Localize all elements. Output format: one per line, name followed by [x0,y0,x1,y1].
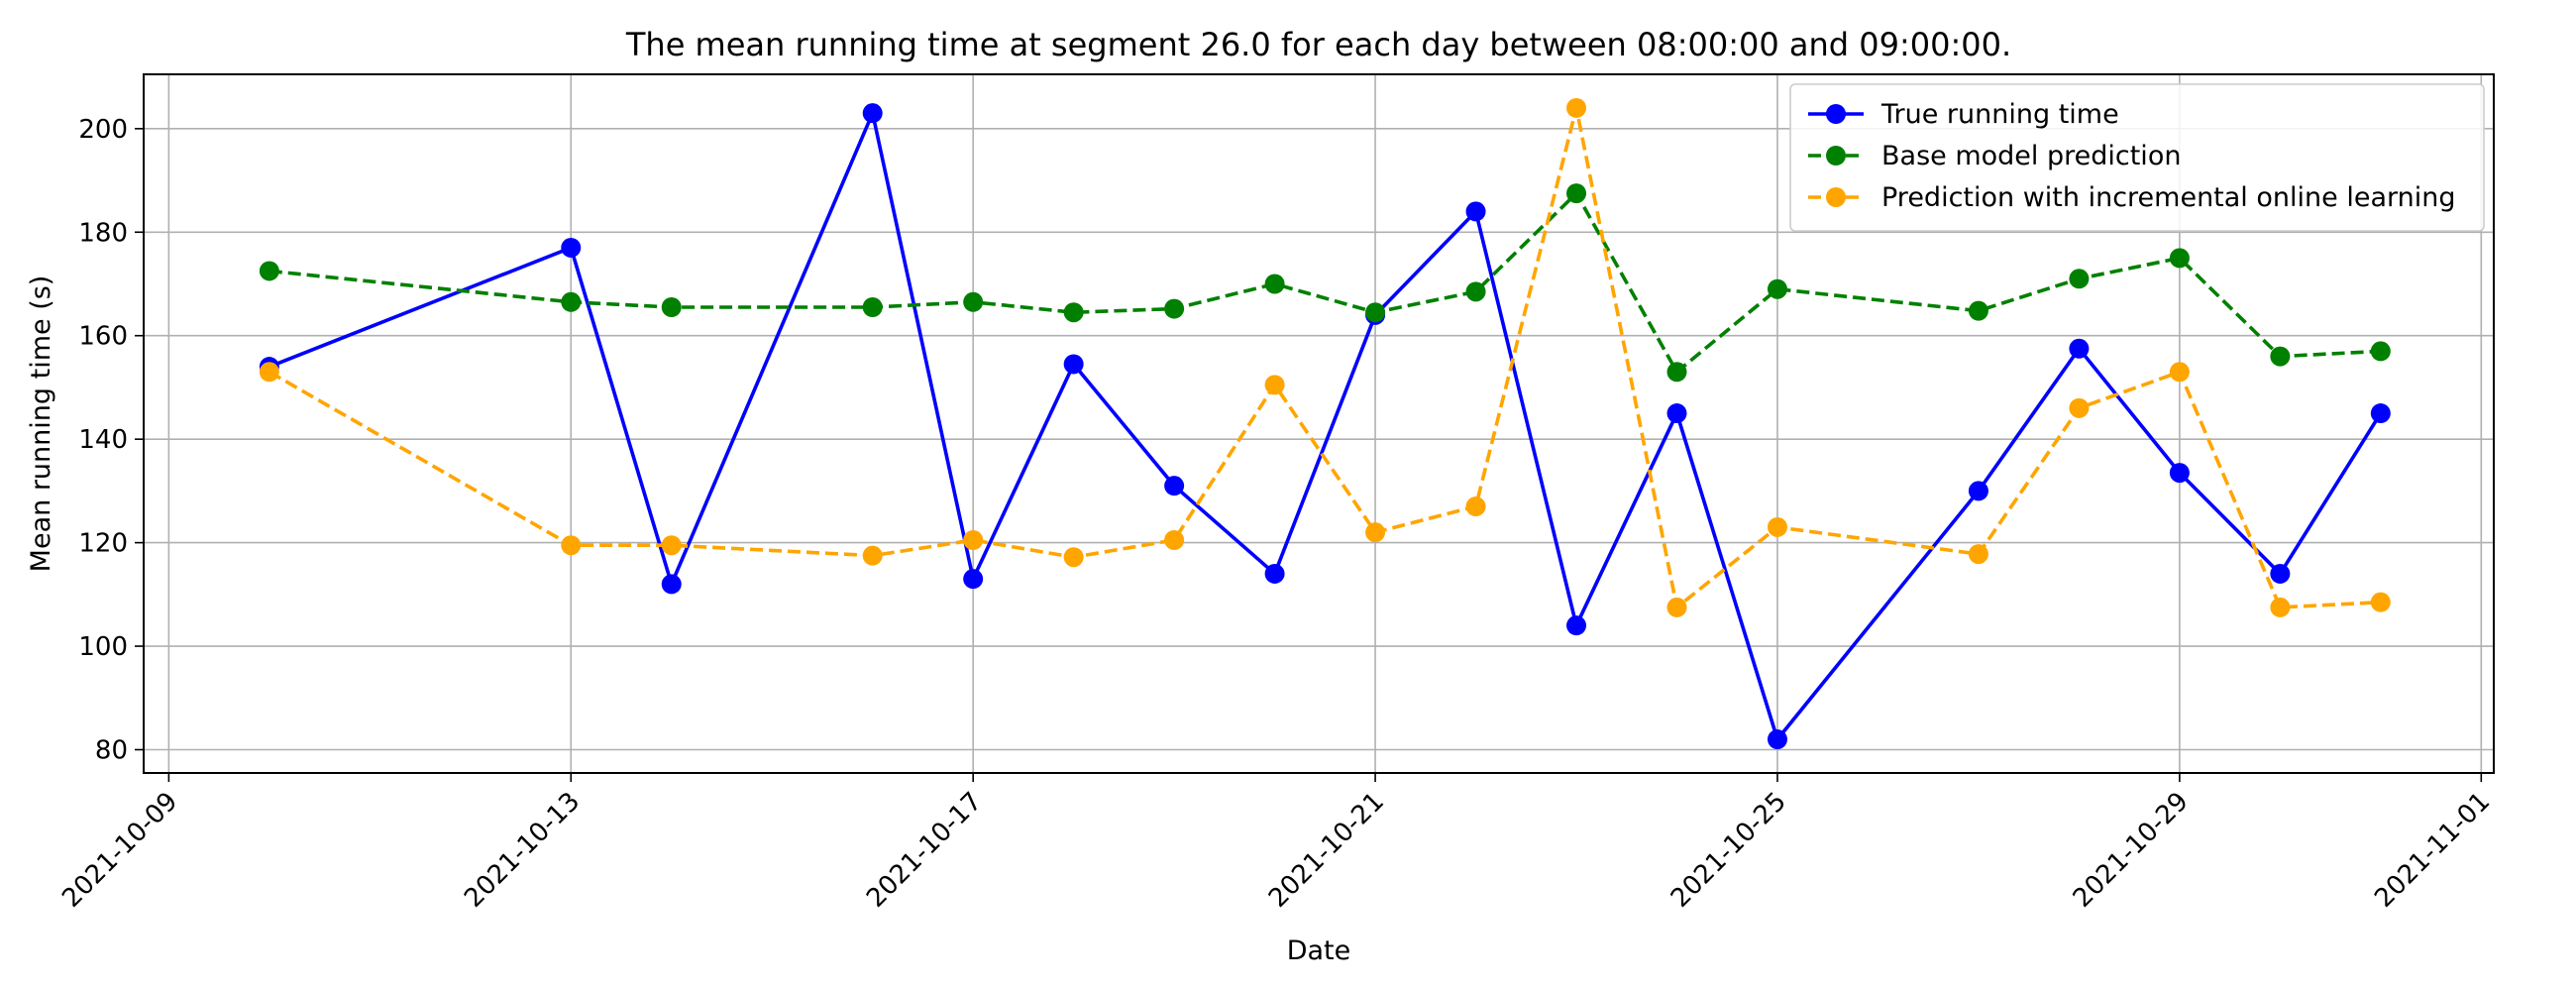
data-point [1968,300,1988,321]
data-point [963,291,984,312]
x-axis-label: Date [1287,936,1351,966]
data-point [2069,269,2090,289]
data-point [2370,403,2391,424]
data-point [1767,729,1787,750]
data-point [2370,341,2391,362]
data-point [1767,278,1787,299]
data-point [1566,615,1587,636]
data-point [1566,183,1587,204]
data-point [1465,201,1486,222]
legend-box [1789,83,2485,232]
legend: True running time Base model prediction Pr… [1789,83,2485,232]
data-point [1264,375,1285,395]
data-point [862,103,883,124]
data-point [1566,97,1587,118]
data-point [661,574,682,595]
data-point [1063,354,1084,375]
data-point [2169,362,2190,383]
chart-title: The mean running time at segment 26.0 fo… [625,26,2011,63]
data-point [963,569,984,590]
y-tick-label: 100 [78,632,128,662]
legend-swatch-marker [1826,187,1846,207]
data-point [1164,476,1185,496]
legend-swatch-marker [1826,104,1846,124]
data-point [1666,597,1687,617]
data-point [2270,597,2291,617]
data-point [561,237,582,258]
y-tick-label: 80 [95,736,128,766]
data-point [2069,338,2090,359]
data-point [1365,302,1386,323]
data-point [963,530,984,550]
data-point [1968,544,1988,565]
series-line [268,106,2381,609]
data-point [661,297,682,317]
data-point [862,297,883,317]
data-point [1666,403,1687,424]
data-point [1968,481,1988,501]
data-point [2069,397,2090,418]
data-point [259,261,279,281]
data-point [2270,563,2291,584]
series-group [259,97,2391,750]
data-point [2370,592,2391,612]
data-point [1666,362,1687,383]
data-point [862,545,883,566]
series-2 [259,183,2391,383]
y-axis-label: Mean running time (s) [26,275,56,573]
data-point [1063,547,1084,568]
data-point [661,535,682,556]
data-point [1164,530,1185,550]
grid [144,74,2494,773]
data-point [1767,516,1787,537]
legend-label: Base model prediction [1881,141,2181,171]
y-tick-label: 180 [78,218,128,248]
data-point [1365,522,1386,543]
data-point [561,535,582,556]
legend-label: Prediction with incremental online learn… [1881,182,2456,213]
series-line [268,111,2383,741]
plot-area-frame [143,73,2495,774]
y-tick-label: 140 [78,425,128,455]
y-tick-label: 120 [78,529,128,559]
legend-label: True running time [1880,99,2119,130]
series-3 [259,97,2391,617]
legend-swatch-marker [1826,146,1846,165]
data-point [2270,346,2291,367]
series-line [268,191,2381,375]
y-tick-label: 200 [78,115,128,145]
data-point [2169,248,2190,269]
data-point [2169,463,2190,484]
data-point [1264,563,1285,584]
data-point [1264,274,1285,294]
y-tick-label: 160 [78,322,128,352]
data-point [561,291,582,312]
data-point [1164,298,1185,319]
data-point [259,362,279,383]
data-point [1063,302,1084,323]
series-1 [259,103,2391,750]
data-point [1465,281,1486,302]
data-point [1465,496,1486,517]
